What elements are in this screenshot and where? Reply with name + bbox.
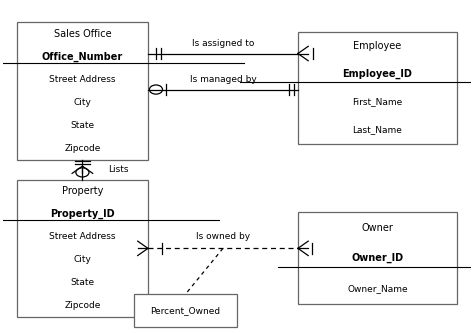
Bar — [134, 294, 237, 327]
Text: Office_Number: Office_Number — [42, 52, 123, 62]
Text: Zipcode: Zipcode — [64, 144, 100, 153]
Text: Is owned by: Is owned by — [196, 232, 250, 241]
Text: Percent_Owned: Percent_Owned — [150, 306, 220, 315]
Text: Owner: Owner — [362, 223, 393, 233]
Text: Is assigned to: Is assigned to — [192, 39, 254, 48]
Bar — [298, 32, 457, 144]
Text: Is managed by: Is managed by — [190, 75, 256, 84]
Text: Property: Property — [62, 186, 103, 196]
Bar — [17, 22, 148, 160]
Text: First_Name: First_Name — [352, 97, 402, 106]
Text: Street Address: Street Address — [49, 232, 116, 241]
Text: City: City — [73, 255, 91, 264]
Text: Owner_Name: Owner_Name — [347, 284, 408, 293]
Text: State: State — [70, 278, 94, 287]
Text: Street Address: Street Address — [49, 75, 116, 84]
Text: Sales Office: Sales Office — [54, 29, 111, 39]
Text: Property_ID: Property_ID — [50, 209, 115, 219]
Bar — [17, 179, 148, 317]
Text: Employee_ID: Employee_ID — [343, 69, 412, 79]
Text: Employee: Employee — [354, 41, 401, 51]
Text: Zipcode: Zipcode — [64, 301, 100, 310]
Text: Last_Name: Last_Name — [353, 125, 402, 134]
Text: Owner_ID: Owner_ID — [351, 253, 403, 263]
Text: State: State — [70, 121, 94, 130]
Text: City: City — [73, 98, 91, 107]
Bar — [298, 212, 457, 304]
Text: Lists: Lists — [108, 165, 128, 174]
